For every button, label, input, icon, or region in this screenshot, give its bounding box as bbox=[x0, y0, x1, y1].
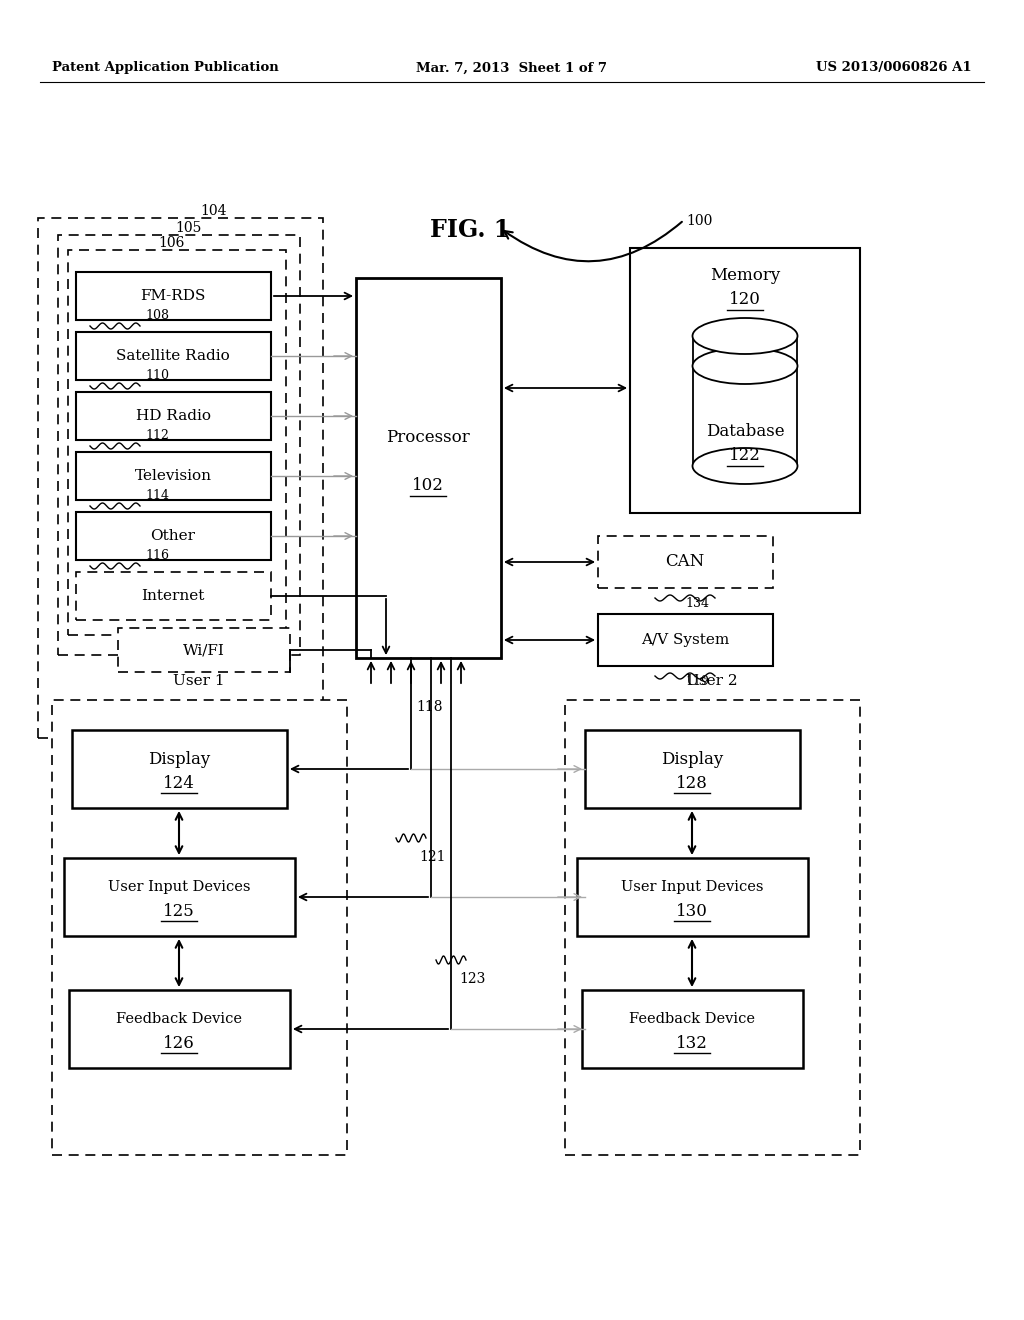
Text: US 2013/0060826 A1: US 2013/0060826 A1 bbox=[816, 62, 972, 74]
Text: User 2: User 2 bbox=[686, 675, 738, 688]
Bar bbox=[582, 990, 803, 1068]
Ellipse shape bbox=[692, 348, 798, 384]
Text: User Input Devices: User Input Devices bbox=[108, 880, 250, 894]
Bar bbox=[69, 990, 290, 1068]
Bar bbox=[76, 333, 271, 380]
Text: 126: 126 bbox=[163, 1035, 195, 1052]
Text: FM-RDS: FM-RDS bbox=[140, 289, 206, 304]
Text: 130: 130 bbox=[676, 903, 708, 920]
Text: 122: 122 bbox=[729, 447, 761, 465]
Text: Display: Display bbox=[147, 751, 210, 767]
Text: 105: 105 bbox=[175, 220, 202, 235]
Ellipse shape bbox=[692, 318, 798, 354]
Ellipse shape bbox=[692, 447, 798, 484]
Bar bbox=[565, 700, 860, 1155]
Text: Display: Display bbox=[660, 751, 723, 767]
Bar bbox=[585, 730, 800, 808]
Text: 118: 118 bbox=[416, 700, 442, 714]
Bar bbox=[38, 218, 323, 738]
Bar bbox=[630, 248, 860, 513]
Bar bbox=[118, 628, 290, 672]
Text: Feedback Device: Feedback Device bbox=[629, 1012, 755, 1026]
Text: Patent Application Publication: Patent Application Publication bbox=[52, 62, 279, 74]
Text: 114: 114 bbox=[145, 488, 169, 502]
Text: 116: 116 bbox=[145, 549, 169, 562]
Text: Internet: Internet bbox=[141, 589, 205, 603]
Text: 123: 123 bbox=[459, 972, 485, 986]
Text: 132: 132 bbox=[676, 1035, 708, 1052]
Bar bbox=[63, 858, 295, 936]
Bar bbox=[598, 536, 773, 587]
Text: 128: 128 bbox=[676, 775, 708, 792]
Text: Television: Television bbox=[134, 469, 212, 483]
Text: Wi/FI: Wi/FI bbox=[183, 643, 225, 657]
Bar bbox=[58, 235, 300, 655]
Bar bbox=[76, 451, 271, 500]
Text: 104: 104 bbox=[200, 205, 226, 218]
Text: 102: 102 bbox=[412, 478, 444, 495]
Text: A/V System: A/V System bbox=[641, 634, 729, 647]
Bar bbox=[76, 572, 271, 620]
Text: 112: 112 bbox=[145, 429, 169, 442]
Bar bbox=[52, 700, 347, 1155]
Text: 119: 119 bbox=[685, 675, 709, 688]
Text: 121: 121 bbox=[419, 850, 445, 865]
Bar bbox=[76, 512, 271, 560]
Text: User Input Devices: User Input Devices bbox=[621, 880, 763, 894]
Text: Feedback Device: Feedback Device bbox=[116, 1012, 242, 1026]
Text: HD Radio: HD Radio bbox=[135, 409, 211, 422]
Bar bbox=[76, 272, 271, 319]
Text: Mar. 7, 2013  Sheet 1 of 7: Mar. 7, 2013 Sheet 1 of 7 bbox=[417, 62, 607, 74]
Text: 106: 106 bbox=[158, 236, 184, 249]
Text: 108: 108 bbox=[145, 309, 169, 322]
Text: Satellite Radio: Satellite Radio bbox=[116, 348, 229, 363]
Text: 124: 124 bbox=[163, 775, 195, 792]
Text: Processor: Processor bbox=[386, 429, 470, 446]
Text: Memory: Memory bbox=[710, 268, 780, 285]
Bar bbox=[577, 858, 808, 936]
Text: 110: 110 bbox=[145, 370, 169, 381]
Bar bbox=[72, 730, 287, 808]
Text: 120: 120 bbox=[729, 292, 761, 309]
Text: Database: Database bbox=[706, 422, 784, 440]
Text: FIG. 1: FIG. 1 bbox=[430, 218, 510, 242]
Bar bbox=[598, 614, 773, 667]
Text: Other: Other bbox=[151, 529, 196, 543]
Text: CAN: CAN bbox=[666, 553, 705, 570]
Bar bbox=[356, 279, 501, 657]
Text: 125: 125 bbox=[163, 903, 195, 920]
Text: 100: 100 bbox=[686, 214, 713, 228]
Text: User 1: User 1 bbox=[173, 675, 225, 688]
Bar bbox=[68, 249, 286, 635]
Text: 134: 134 bbox=[685, 597, 709, 610]
Bar bbox=[76, 392, 271, 440]
